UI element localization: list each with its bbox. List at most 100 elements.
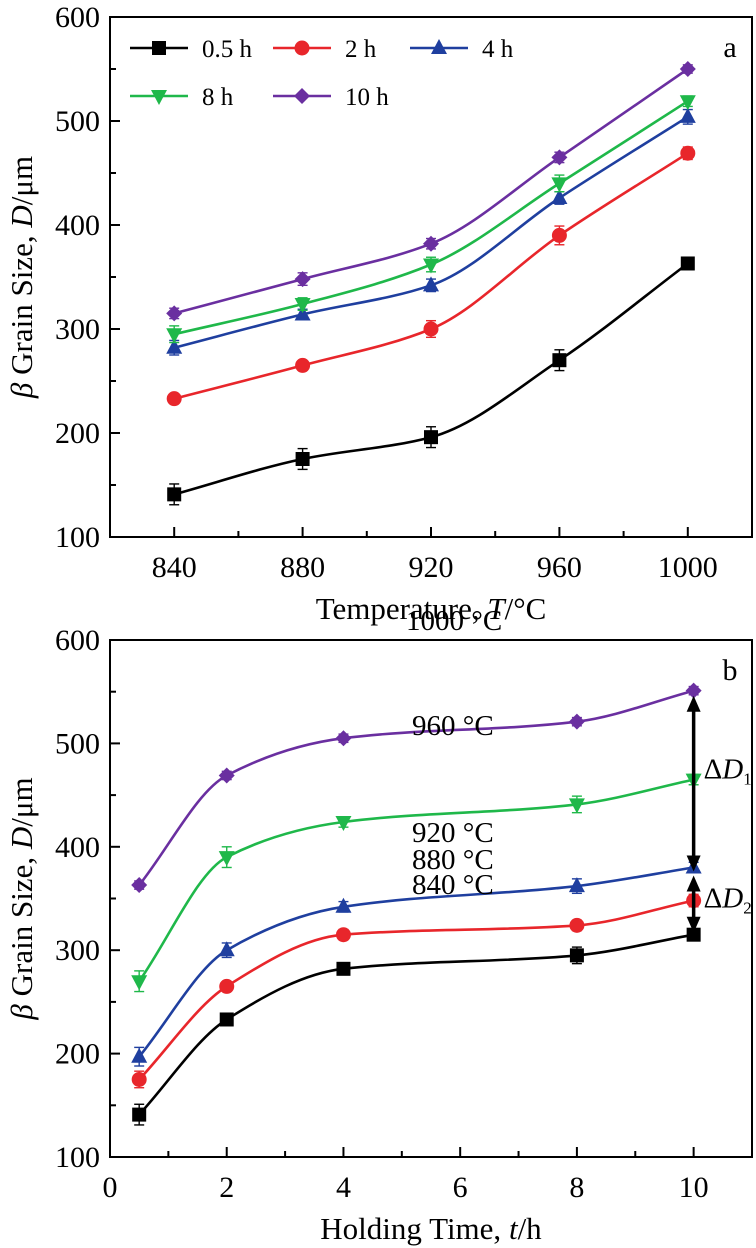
series-0 (132, 927, 701, 1126)
x-tick-label: 880 (280, 551, 325, 584)
legend-entry: 8 h (130, 84, 234, 111)
legend-marker (152, 41, 166, 55)
data-point (686, 927, 701, 942)
panel-label: a (723, 31, 736, 64)
data-point (424, 430, 438, 445)
y-axis-label-var: D (4, 827, 39, 850)
y-tick-label: 400 (55, 209, 100, 242)
data-point (294, 298, 311, 314)
series-line (138, 866, 694, 1058)
data-point (680, 256, 695, 271)
data-point (551, 149, 568, 166)
x-axis-label: Holding Time, t/h (320, 1211, 542, 1246)
y-tick-label: 200 (55, 1038, 100, 1071)
legend-marker (431, 39, 447, 54)
y-axis-label-beta: β (4, 382, 39, 399)
series-2 (131, 858, 702, 1067)
data-point (568, 877, 585, 893)
chart-panel-a: 840 880 920 960 1000 100 200 300 400 500 600 Temper… (4, 1, 753, 626)
delta-d1-arrow (686, 695, 701, 872)
x-axis-label-var: T (487, 591, 507, 626)
data-point (679, 107, 696, 123)
y-axis-label-unit: /μm (4, 156, 39, 205)
data-point (166, 328, 183, 344)
data-point (219, 1012, 234, 1027)
y-axis-label: β Grain Size, D/μm (4, 777, 39, 1020)
data-point (685, 682, 702, 699)
data-point (335, 730, 352, 747)
x-tick-label: 0 (103, 1171, 118, 1204)
data-point (131, 1047, 148, 1063)
data-point (219, 978, 235, 994)
data-point (551, 188, 568, 204)
data-point (679, 95, 696, 111)
data-point (568, 798, 585, 814)
series-label: 920 °C (412, 817, 494, 849)
y-tick-label: 300 (55, 313, 100, 346)
data-point (295, 452, 310, 466)
legend-label: 2 h (345, 36, 377, 63)
legend-marker (151, 90, 167, 105)
series-0 (167, 256, 695, 506)
data-point (166, 391, 182, 407)
data-point (218, 851, 235, 867)
x-tick-label: 1000 (658, 551, 718, 584)
legend-marker (294, 40, 310, 56)
x-tick-label: 840 (152, 551, 197, 584)
series-label: 960 °C (412, 710, 494, 742)
series-3 (131, 773, 702, 993)
y-tick-label: 500 (55, 727, 100, 760)
y-tick-label: 200 (55, 417, 100, 450)
legend-marker (294, 88, 310, 104)
legend-label: 0.5 h (202, 36, 253, 63)
series-line (138, 689, 694, 886)
data-point (679, 61, 696, 77)
series-label: 1000 °C (406, 605, 502, 637)
series-label: 880 °C (412, 844, 494, 876)
data-point (218, 941, 235, 957)
data-point (335, 897, 352, 913)
panel-label: b (723, 654, 738, 687)
y-axis-label-text: Grain Size, (4, 849, 39, 1004)
x-tick-label: 4 (336, 1171, 351, 1204)
x-axis-label-unit: /h (518, 1211, 543, 1246)
series-4 (131, 682, 702, 894)
data-point (552, 353, 567, 368)
x-tick-label: 960 (537, 551, 582, 584)
x-tick-label: 920 (409, 551, 454, 584)
series-line (173, 100, 689, 336)
delta-subscript: 1 (743, 769, 752, 788)
series-label: 840 °C (412, 869, 494, 901)
y-tick-label: 400 (55, 831, 100, 864)
legend-entry: 2 h (273, 36, 377, 63)
x-axis-label-text: Temperature, (316, 591, 488, 626)
series-1 (166, 145, 696, 407)
delta-symbol: Δ (704, 753, 723, 785)
legend-entry: 0.5 h (130, 36, 253, 63)
series-1 (131, 893, 702, 1089)
x-tick-label: 6 (453, 1171, 468, 1204)
x-axis-label-unit: /°C (505, 591, 547, 626)
legend-entry: 4 h (410, 36, 514, 63)
y-tick-label: 600 (55, 1, 100, 34)
legend-label: 4 h (482, 36, 514, 63)
data-point (131, 975, 148, 991)
data-point (218, 767, 235, 784)
data-point (680, 145, 696, 161)
arrow-head-down (686, 855, 701, 872)
data-point (423, 276, 439, 292)
data-point (423, 258, 439, 274)
y-tick-label: 100 (55, 1141, 100, 1174)
data-point (551, 227, 567, 243)
y-tick-label: 500 (55, 105, 100, 138)
series-line (173, 152, 689, 400)
x-tick-label: 8 (569, 1171, 584, 1204)
x-axis-label: Temperature, T/°C (316, 591, 547, 626)
data-point (295, 357, 311, 373)
y-axis-label-unit: /μm (4, 777, 39, 826)
delta-label: ΔD2 (704, 883, 752, 918)
y-axis-label-beta: β (4, 1004, 39, 1021)
delta-label: ΔD1 (704, 753, 752, 788)
data-point (423, 235, 439, 252)
